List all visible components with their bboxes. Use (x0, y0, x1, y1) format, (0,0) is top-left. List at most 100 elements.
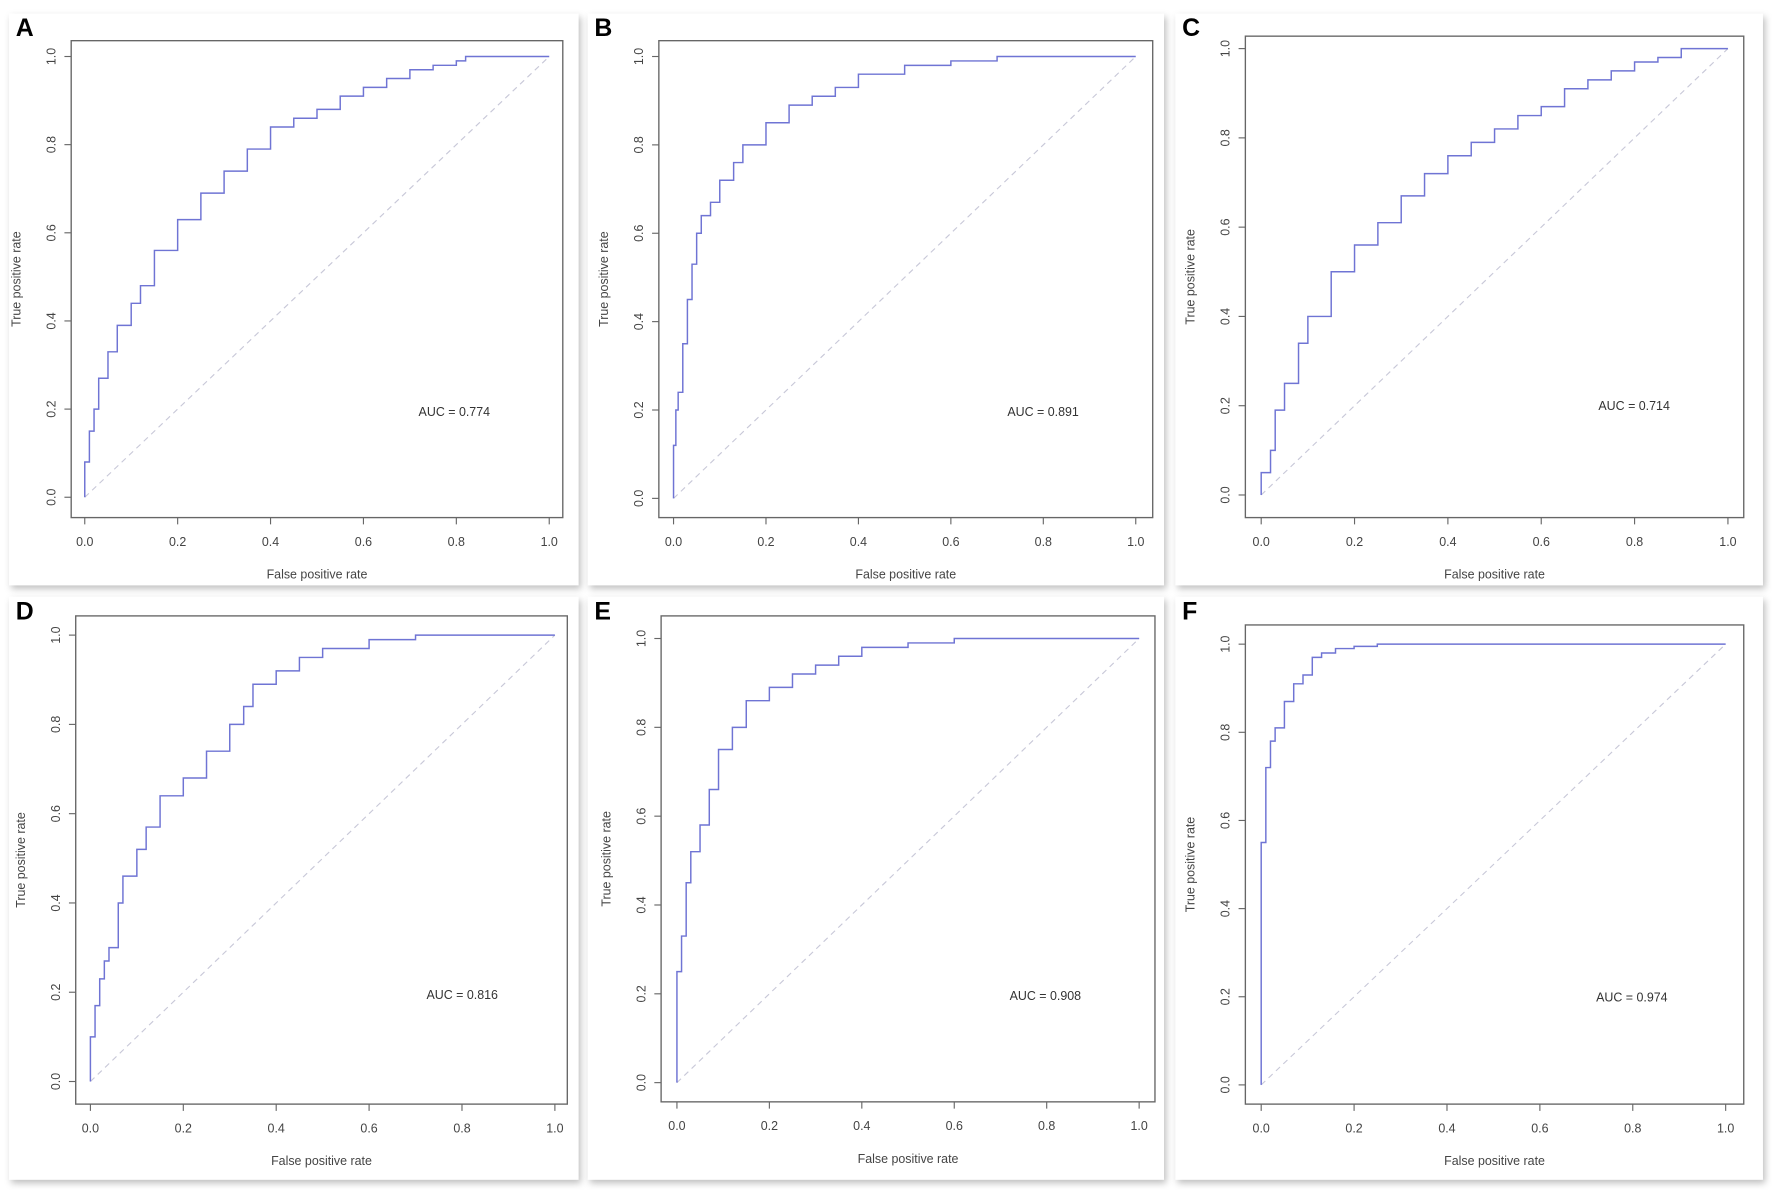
x-tick-label: 1.0 (1719, 535, 1736, 549)
y-tick-label: 0.0 (49, 1073, 63, 1090)
panel-label: A (16, 14, 34, 42)
plot-frame (658, 40, 1154, 519)
y-tick-label: 0.4 (634, 896, 648, 913)
x-tick-label: 0.2 (1346, 535, 1363, 549)
y-tick-label: 0.8 (49, 716, 63, 733)
y-tick-label: 0.2 (1219, 397, 1233, 414)
y-tick-label: 0.0 (1219, 486, 1233, 503)
x-axis-label: False positive rate (858, 1152, 959, 1166)
y-tick-label: 1.0 (1219, 635, 1233, 652)
y-tick-label: 0.6 (1219, 218, 1233, 235)
x-tick-label: 1.0 (1717, 1121, 1734, 1135)
x-tick-label: 1.0 (546, 1121, 563, 1135)
x-axis-label: False positive rate (855, 568, 956, 582)
x-tick-label: 0.8 (1624, 1121, 1641, 1135)
y-tick-label: 0.2 (49, 984, 63, 1001)
y-tick-label: 1.0 (44, 48, 58, 65)
roc-curve (84, 55, 550, 498)
x-tick-label: 0.2 (757, 535, 774, 549)
x-tick-label: 0.6 (1531, 1121, 1548, 1135)
x-tick-label: 0.4 (262, 535, 279, 549)
y-tick-label: 0.6 (49, 805, 63, 822)
plot-frame (75, 615, 568, 1105)
auc-annotation: AUC = 0.891 (1007, 405, 1079, 419)
y-tick-label: 0.4 (1219, 308, 1233, 325)
panel-card (587, 13, 1165, 586)
roc-curve (676, 637, 1140, 1083)
y-tick-label: 0.0 (632, 490, 646, 507)
y-axis-label: True positive rate (599, 811, 613, 907)
panel-label: E (594, 597, 611, 625)
x-axis-label: False positive rate (1444, 1154, 1545, 1168)
x-tick-label: 0.4 (268, 1121, 285, 1135)
y-axis-label: True positive rate (597, 231, 611, 327)
x-tick-label: 1.0 (1127, 535, 1144, 549)
y-axis-label: True positive rate (9, 231, 23, 327)
x-axis-label: False positive rate (271, 1154, 372, 1168)
roc-panel-e: 0.0 0.2 0.4 0.6 0.8 1.0 0.0 0.2 0.4 0.6 0.8 1.0 Fals… (587, 596, 1165, 1180)
y-tick-label: 0.4 (49, 894, 63, 911)
roc-panel-c: 0.0 0.2 0.4 0.6 0.8 1.0 0.0 0.2 0.4 0.6 0.8 1.0 Fals… (1175, 13, 1763, 586)
x-tick-label: 0.0 (665, 535, 682, 549)
x-tick-label: 0.4 (1439, 535, 1456, 549)
auc-annotation: AUC = 0.908 (1010, 989, 1082, 1003)
roc-panel-d: 0.0 0.2 0.4 0.6 0.8 1.0 0.0 0.2 0.4 0.6 0.8 1.0 Fals… (9, 596, 579, 1180)
roc-curve (1260, 643, 1726, 1085)
auc-annotation: AUC = 0.816 (426, 988, 498, 1002)
x-tick-label: 0.2 (1345, 1121, 1362, 1135)
y-tick-label: 0.0 (1219, 1076, 1233, 1093)
y-tick-label: 0.2 (44, 400, 58, 417)
plot-frame (1244, 35, 1745, 519)
y-tick-label: 0.8 (632, 136, 646, 153)
y-tick-label: 0.8 (44, 136, 58, 153)
y-tick-label: 0.8 (634, 719, 648, 736)
x-tick-label: 0.2 (169, 535, 186, 549)
y-axis-label: True positive rate (14, 812, 28, 908)
panel-label: B (594, 14, 612, 42)
x-tick-label: 1.0 (1131, 1119, 1148, 1133)
y-tick-label: 0.2 (632, 401, 646, 418)
x-axis-label: False positive rate (1444, 568, 1545, 582)
x-tick-label: 0.8 (1035, 535, 1052, 549)
panel-label: C (1182, 14, 1200, 42)
auc-annotation: AUC = 0.774 (419, 405, 491, 419)
diagonal-reference-line (673, 56, 1137, 499)
x-tick-label: 0.2 (761, 1119, 778, 1133)
y-axis-label: True positive rate (1184, 229, 1198, 325)
y-tick-label: 0.2 (1219, 988, 1233, 1005)
y-tick-label: 0.6 (632, 225, 646, 242)
panel-label: F (1182, 597, 1197, 625)
x-tick-label: 0.4 (853, 1119, 870, 1133)
x-tick-label: 0.8 (453, 1121, 470, 1135)
y-tick-label: 0.4 (44, 312, 58, 329)
y-tick-label: 0.0 (634, 1074, 648, 1091)
y-tick-label: 1.0 (1219, 40, 1233, 57)
y-tick-label: 0.6 (634, 807, 648, 824)
x-tick-label: 0.0 (1253, 1121, 1270, 1135)
diagonal-reference-line (676, 638, 1140, 1084)
roc-panel-a: 0.0 0.2 0.4 0.6 0.8 1.0 0.0 0.2 0.4 0.6 0.8 1.0 Fals… (9, 13, 579, 586)
y-tick-label: 1.0 (634, 630, 648, 647)
y-tick-label: 1.0 (632, 48, 646, 65)
x-tick-label: 0.6 (946, 1119, 963, 1133)
plot-frame (70, 40, 564, 519)
panel-card (587, 596, 1165, 1180)
roc-curve (1260, 47, 1728, 495)
roc-curve (672, 55, 1136, 499)
roc-panel-b: 0.0 0.2 0.4 0.6 0.8 1.0 0.0 0.2 0.4 0.6 0.8 1.0 Fals… (587, 13, 1165, 586)
x-tick-label: 0.8 (1038, 1119, 1055, 1133)
x-tick-label: 0.6 (1533, 535, 1550, 549)
y-tick-label: 0.8 (1219, 724, 1233, 741)
x-tick-label: 0.6 (942, 535, 959, 549)
x-tick-label: 0.8 (448, 535, 465, 549)
x-tick-label: 0.6 (355, 535, 372, 549)
x-tick-label: 1.0 (541, 535, 558, 549)
auc-annotation: AUC = 0.714 (1598, 399, 1670, 413)
y-tick-label: 0.4 (1219, 900, 1233, 917)
y-tick-label: 1.0 (49, 626, 63, 643)
y-tick-label: 0.6 (44, 224, 58, 241)
y-tick-label: 0.6 (1219, 812, 1233, 829)
x-tick-label: 0.0 (82, 1121, 99, 1135)
x-tick-label: 0.0 (1253, 535, 1270, 549)
